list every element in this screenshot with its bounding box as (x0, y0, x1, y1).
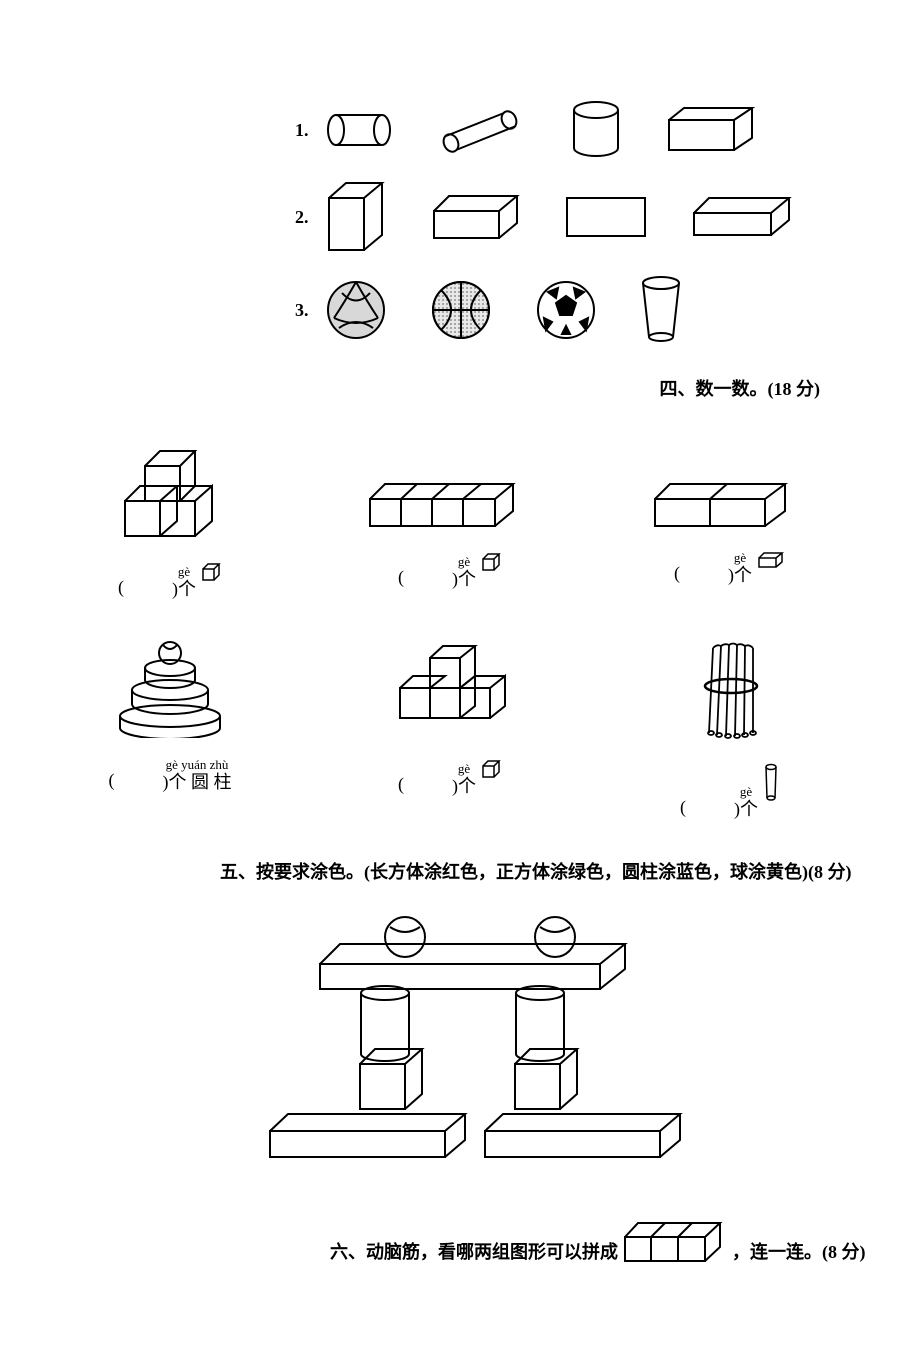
long-cuboid-icon (689, 195, 794, 240)
tall-cuboid-icon (324, 180, 389, 255)
row-num-3: 3. (295, 300, 309, 321)
target-shape-icon (620, 1219, 730, 1264)
paren-open: ( (398, 567, 404, 588)
s6-suffix: ，连一连。(8 分) (732, 1238, 866, 1264)
count-cell-5: ( gè )个 (340, 638, 560, 818)
paren-open: ( (680, 797, 686, 818)
answer-4: ( gè yuán zhù )个 圆 柱 (60, 758, 280, 791)
answer-2: ( gè )个 (340, 551, 560, 588)
ge-text: )个 (728, 566, 752, 584)
answer-3: ( gè )个 (620, 551, 840, 584)
section-4-title: 四、数一数。(18 分) (40, 375, 820, 401)
cube-cross-icon (375, 638, 525, 738)
section-3: 1. 2. 3. (295, 100, 880, 345)
cylinder-standing-icon (569, 100, 624, 160)
paren-open: ( (398, 774, 404, 795)
row-num-2: 2. (295, 207, 309, 228)
paren-open: ( (109, 770, 115, 791)
ge-text: )个 (734, 800, 758, 818)
row-1: 1. (295, 100, 880, 160)
count-cell-4: ( gè yuán zhù )个 圆 柱 (60, 638, 280, 818)
cylinder-lying-icon (324, 108, 394, 153)
cylinder-stack-icon (105, 638, 235, 738)
cylinder-diag-icon (434, 108, 529, 153)
s6-prefix: 六、动脑筋，看哪两组图形可以拼成 (330, 1238, 618, 1264)
row-3: 3. (295, 275, 880, 345)
paren-open: ( (674, 563, 680, 584)
count-cell-1: ( gè )个 (60, 431, 280, 598)
cup-icon (639, 275, 684, 345)
cuboid-flat-icon (429, 193, 524, 243)
basketball-icon (429, 278, 494, 343)
section-4-grid: ( gè )个 ( gè )个 ( gè )个 (40, 431, 880, 818)
coloring-structure-icon (230, 909, 690, 1169)
section-5-title: 五、按要求涂色。(长方体涂红色，正方体涂绿色，圆柱涂蓝色，球涂黄色)(8 分) (220, 858, 880, 884)
paren-open: ( (118, 577, 124, 598)
pinyin: gè (458, 762, 470, 775)
row-2: 2. (295, 180, 880, 255)
pinyin: gè (740, 785, 752, 798)
cuboid-icon (664, 105, 759, 155)
row-num-1: 1. (295, 120, 309, 141)
ge-text: )个 圆 柱 (163, 773, 232, 791)
pinyin: gè (734, 551, 746, 564)
ge-text: )个 (452, 570, 476, 588)
answer-6: ( gè )个 (620, 763, 840, 818)
cube-stack-icon (105, 431, 235, 541)
cuboid-small-icon (756, 551, 786, 569)
section-6-title: 六、动脑筋，看哪两组图形可以拼成 ，连一连。(8 分) (330, 1219, 880, 1264)
answer-1: ( gè )个 (60, 561, 280, 598)
cuboid-pair-icon (650, 481, 810, 531)
count-cell-6: ( gè )个 (620, 638, 840, 818)
cube-small-icon (480, 551, 502, 573)
soccer-ball-icon (534, 278, 599, 343)
pinyin: gè (458, 555, 470, 568)
cube-small-icon (200, 561, 222, 583)
count-cell-3: ( gè )个 (620, 431, 840, 598)
volleyball-icon (324, 278, 389, 343)
pinyin: gè (178, 565, 190, 578)
tube-small-icon (762, 763, 780, 803)
count-cell-2: ( gè )个 (340, 431, 560, 598)
cube-small-icon (480, 758, 502, 780)
answer-5: ( gè )个 (340, 758, 560, 795)
pinyin: gè yuán zhù (166, 758, 229, 771)
ge-text: )个 (452, 777, 476, 795)
ge-text: )个 (172, 580, 196, 598)
cube-row-icon (365, 481, 535, 531)
rectangle-icon (564, 195, 649, 240)
straw-bundle-icon (685, 638, 775, 743)
